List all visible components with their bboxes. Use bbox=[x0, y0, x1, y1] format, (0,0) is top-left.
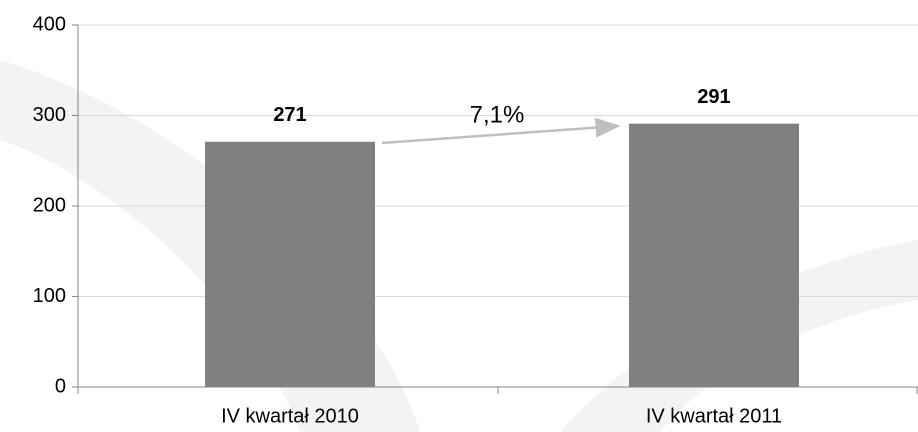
x-tick-label: IV kwartał 2011 bbox=[646, 405, 782, 427]
data-label: 291 bbox=[697, 86, 730, 108]
bar bbox=[629, 123, 799, 388]
annotation: 7,1% bbox=[470, 101, 525, 128]
y-tick-label: 0 bbox=[55, 375, 66, 397]
y-tick-label: 100 bbox=[33, 285, 66, 307]
data-label: 271 bbox=[273, 104, 306, 126]
y-tick-label: 400 bbox=[33, 13, 66, 35]
y-tick-label: 200 bbox=[33, 194, 66, 216]
x-tick-label: IV kwartał 2010 bbox=[221, 405, 359, 427]
marks bbox=[205, 123, 799, 388]
bar bbox=[205, 141, 375, 387]
y-tick-label: 300 bbox=[33, 104, 66, 126]
growth-arrow bbox=[381, 117, 621, 145]
